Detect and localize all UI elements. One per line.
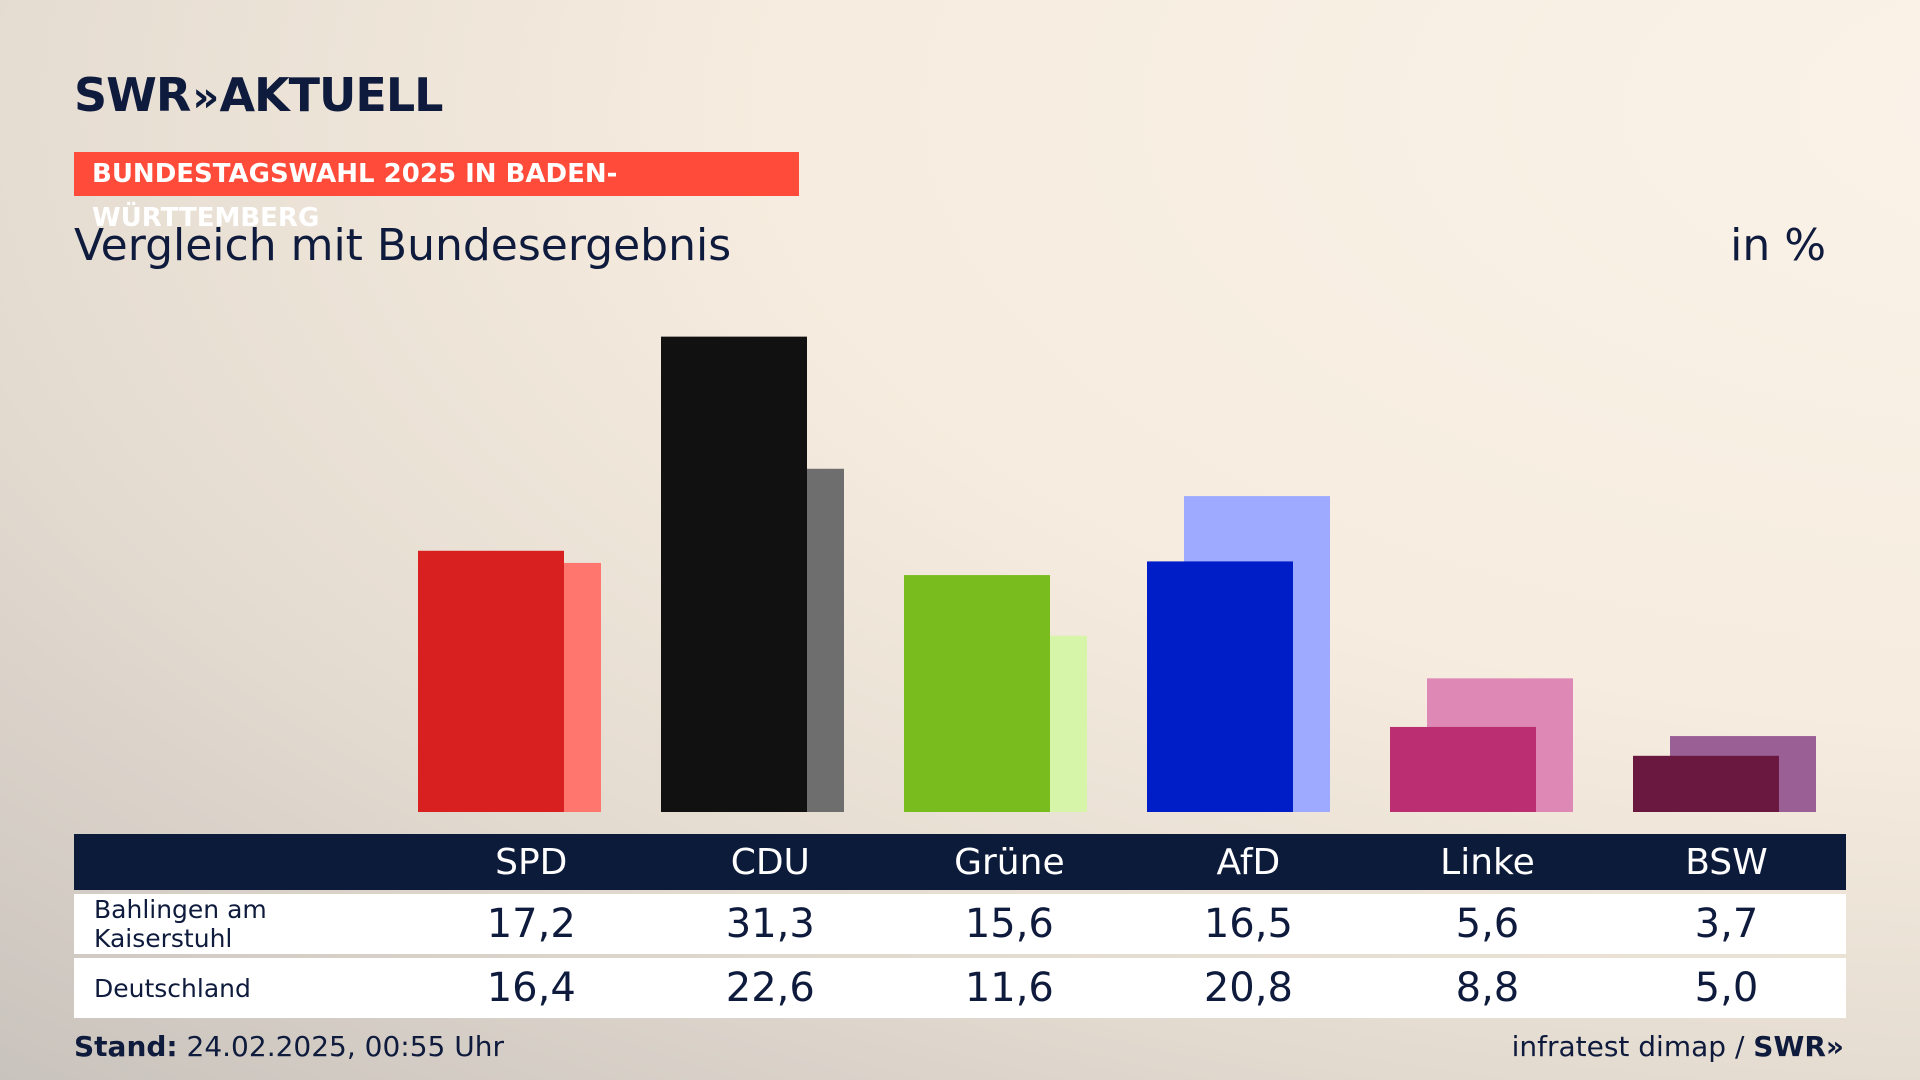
stand-value: 24.02.2025, 00:55 Uhr xyxy=(186,1030,504,1063)
table-row: Bahlingen am Kaiserstuhl 17,2 31,3 15,6 … xyxy=(74,894,1846,954)
header-party-spd: SPD xyxy=(495,841,568,883)
timestamp: Stand: 24.02.2025, 00:55 Uhr xyxy=(74,1030,504,1063)
stand-label: Stand: xyxy=(74,1030,178,1063)
table-cell: 11,6 xyxy=(964,965,1054,1011)
row-label: Bahlingen am Kaiserstuhl xyxy=(94,895,267,953)
table-cell: 31,3 xyxy=(725,901,815,947)
table-row: Deutschland 16,4 22,6 11,6 20,8 8,8 5,0 xyxy=(74,958,1846,1018)
header-party-cdu: CDU xyxy=(730,841,810,883)
table-cell: 20,8 xyxy=(1203,965,1293,1011)
election-banner: BUNDESTAGSWAHL 2025 IN BADEN-WÜRTTEMBERG xyxy=(74,152,799,233)
table-header: SPD CDU Grüne AfD Linke BSW xyxy=(74,834,1846,890)
bar-bahlingen-cdu xyxy=(661,336,807,812)
table-cell: 8,8 xyxy=(1455,965,1520,1011)
bar-bahlingen-afd xyxy=(1147,561,1293,812)
bar-bahlingen-bsw xyxy=(1633,755,1779,812)
bar-bahlingen-linke xyxy=(1390,726,1536,812)
header-party-afd: AfD xyxy=(1216,841,1281,883)
swr-logo-small: SWR» xyxy=(1753,1030,1844,1063)
table-cell: 16,4 xyxy=(486,965,576,1011)
bar-bahlingen-grüne xyxy=(904,575,1050,812)
source-credit: infratest dimap / SWR» xyxy=(1512,1030,1844,1063)
table-cell: 17,2 xyxy=(486,901,576,947)
table-cell: 22,6 xyxy=(725,965,815,1011)
results-table: SPD CDU Grüne AfD Linke BSW Bahlingen am… xyxy=(74,834,1846,1018)
source-text: infratest dimap / xyxy=(1511,1030,1745,1063)
header-party-linke: Linke xyxy=(1440,841,1535,883)
table-cell: 5,0 xyxy=(1694,965,1759,1011)
bar-bahlingen-spd xyxy=(418,550,564,812)
chart-title: Vergleich mit Bundesergebnis xyxy=(74,220,732,271)
logo-suffix: AKTUELL xyxy=(219,68,443,122)
header-party-bsw: BSW xyxy=(1685,841,1768,883)
table-cell: 16,5 xyxy=(1203,901,1293,947)
unit-label: in % xyxy=(1730,220,1826,271)
header-party-gruene: Grüne xyxy=(954,841,1065,883)
table-cell: 3,7 xyxy=(1694,901,1759,947)
row-label: Deutschland xyxy=(94,973,251,1003)
table-cell: 15,6 xyxy=(964,901,1054,947)
swr-aktuell-logo: SWR» AKTUELL xyxy=(74,68,443,122)
logo-text: SWR xyxy=(74,68,191,122)
table-cell: 5,6 xyxy=(1455,901,1520,947)
